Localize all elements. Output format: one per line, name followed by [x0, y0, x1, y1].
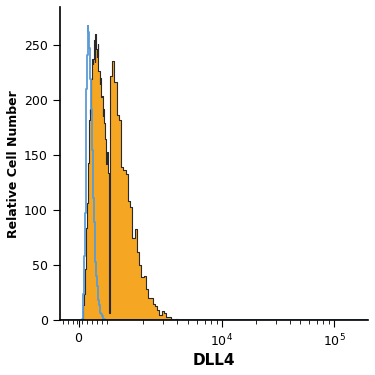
X-axis label: DLL4: DLL4 — [193, 353, 235, 368]
Y-axis label: Relative Cell Number: Relative Cell Number — [7, 90, 20, 238]
